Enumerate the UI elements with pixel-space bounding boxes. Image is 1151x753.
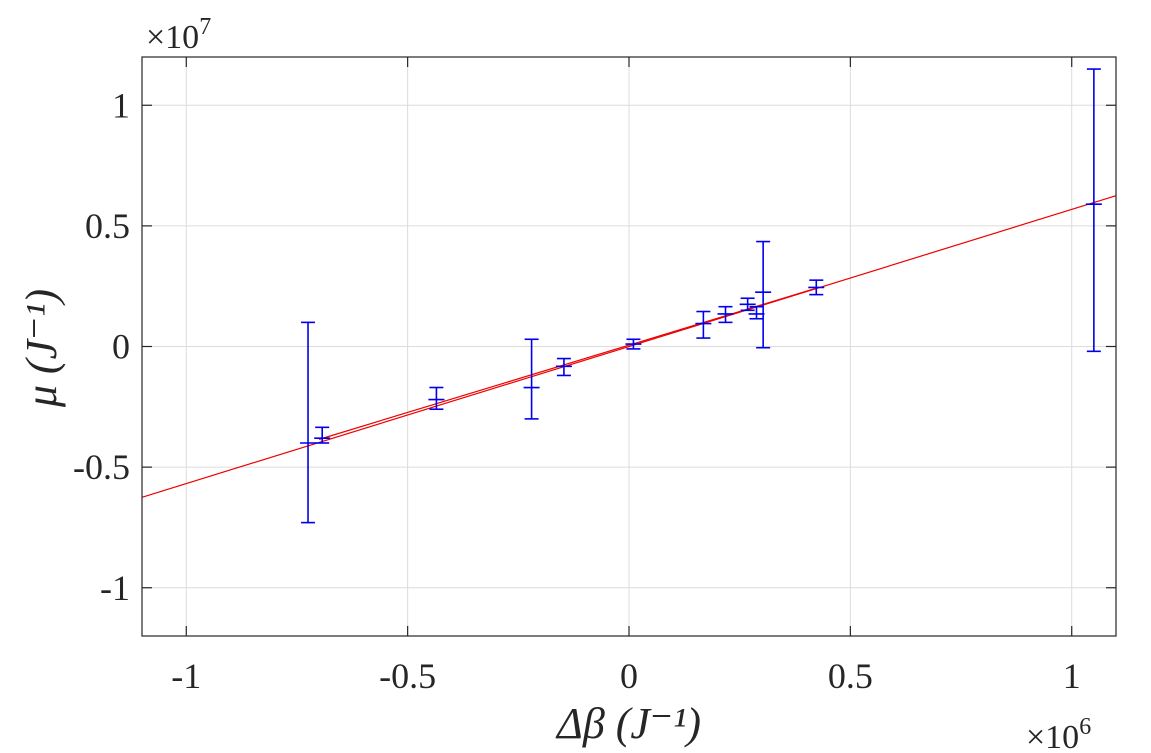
y-axis-title: μ (J⁻¹) — [17, 289, 66, 408]
x-tick-label: 0.5 — [828, 656, 873, 696]
x-tick-label: 0 — [620, 656, 638, 696]
y-tick-labels: -1 -0.5 0 0.5 1 — [73, 85, 130, 608]
y-tick-label: -0.5 — [73, 447, 130, 487]
x-exponent-power: 6 — [1079, 714, 1091, 740]
tick-marks — [142, 57, 1116, 636]
grid — [142, 57, 1116, 636]
fit-line — [141, 195, 1117, 498]
error-bar-point — [625, 338, 642, 350]
error-bar-point — [808, 279, 825, 296]
fit-line — [318, 288, 816, 440]
error-bar-point — [695, 310, 712, 339]
error-bar-point — [523, 338, 540, 420]
x-tick-labels: -1 -0.5 0 0.5 1 — [171, 656, 1080, 696]
x-tick-label: -0.5 — [379, 656, 436, 696]
error-bar-point — [1085, 68, 1102, 353]
y-tick-label: 0 — [112, 327, 130, 367]
y-tick-label: -1 — [100, 568, 130, 608]
error-bar-point — [555, 357, 572, 377]
error-bar-point — [300, 321, 317, 524]
x-tick-label: -1 — [171, 656, 201, 696]
y-tick-label: 1 — [112, 85, 130, 125]
data-points — [300, 68, 1102, 524]
error-bar-point — [314, 426, 331, 444]
error-bar-point — [717, 305, 734, 324]
y-exponent-label: ×107 — [146, 14, 211, 56]
error-bar-point — [748, 305, 765, 320]
x-axis-title: Δβ (J⁻¹) — [555, 699, 701, 748]
x-exponent-label: ×106 — [1026, 714, 1091, 753]
error-bar-point — [755, 240, 772, 349]
x-tick-label: 1 — [1063, 656, 1081, 696]
error-bar-point — [428, 386, 445, 411]
error-bar-point — [739, 297, 756, 312]
y-exponent-power: 7 — [199, 14, 211, 40]
y-tick-label: 0.5 — [85, 206, 130, 246]
